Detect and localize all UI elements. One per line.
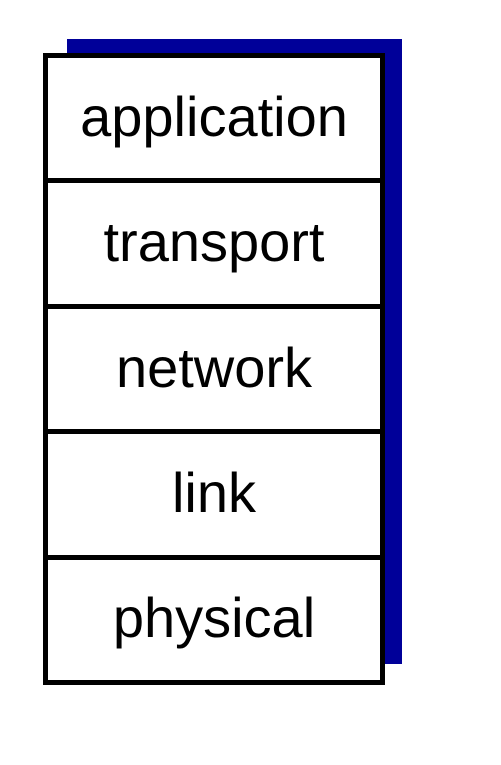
- layer-network: network: [48, 309, 380, 435]
- layer-physical: physical: [112, 586, 316, 650]
- layer-application: application: [48, 58, 380, 184]
- protocol-stack: application transport network link physi…: [43, 53, 385, 685]
- layer-transport: transport: [48, 183, 380, 309]
- layer-link: link: [48, 434, 380, 560]
